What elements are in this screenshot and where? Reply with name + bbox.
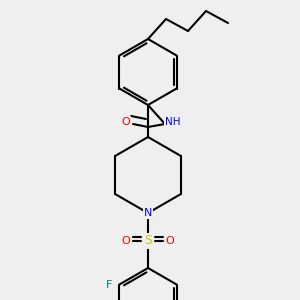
Text: O: O — [122, 117, 130, 127]
Text: S: S — [144, 235, 152, 248]
Text: N: N — [144, 208, 152, 218]
Text: O: O — [166, 236, 174, 246]
Text: O: O — [122, 236, 130, 246]
Text: NH: NH — [165, 117, 181, 127]
Text: F: F — [106, 280, 112, 290]
